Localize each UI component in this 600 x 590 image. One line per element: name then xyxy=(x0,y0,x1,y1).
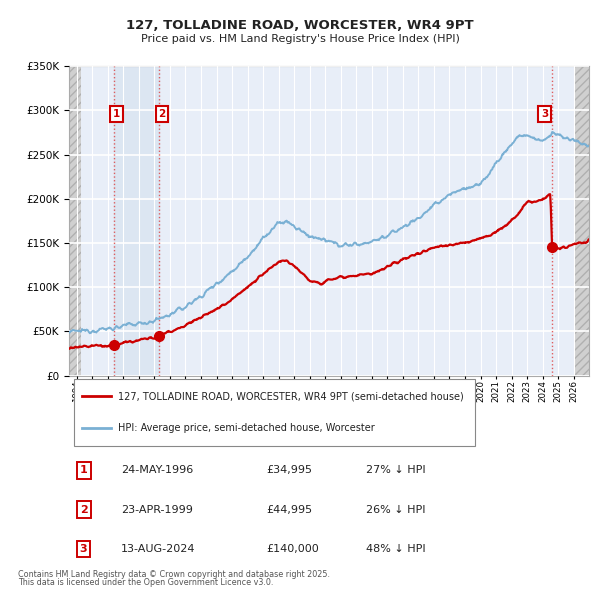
Text: 27% ↓ HPI: 27% ↓ HPI xyxy=(365,466,425,476)
Text: HPI: Average price, semi-detached house, Worcester: HPI: Average price, semi-detached house,… xyxy=(118,424,375,434)
Text: 127, TOLLADINE ROAD, WORCESTER, WR4 9PT (semi-detached house): 127, TOLLADINE ROAD, WORCESTER, WR4 9PT … xyxy=(118,391,464,401)
Text: 1: 1 xyxy=(80,466,88,476)
Text: £44,995: £44,995 xyxy=(266,504,313,514)
Bar xyxy=(114,66,159,376)
Text: £140,000: £140,000 xyxy=(266,544,319,554)
Text: 2: 2 xyxy=(80,504,88,514)
Text: Price paid vs. HM Land Registry's House Price Index (HPI): Price paid vs. HM Land Registry's House … xyxy=(140,34,460,44)
Text: 3: 3 xyxy=(541,109,548,119)
Text: 2: 2 xyxy=(158,109,166,119)
Text: 3: 3 xyxy=(80,544,88,554)
Text: £34,995: £34,995 xyxy=(266,466,313,476)
Text: Contains HM Land Registry data © Crown copyright and database right 2025.: Contains HM Land Registry data © Crown c… xyxy=(18,570,330,579)
Text: 1: 1 xyxy=(113,109,120,119)
FancyBboxPatch shape xyxy=(74,379,475,446)
Bar xyxy=(575,66,589,376)
Text: 127, TOLLADINE ROAD, WORCESTER, WR4 9PT: 127, TOLLADINE ROAD, WORCESTER, WR4 9PT xyxy=(126,19,474,32)
Text: 24-MAY-1996: 24-MAY-1996 xyxy=(121,466,193,476)
Text: 26% ↓ HPI: 26% ↓ HPI xyxy=(365,504,425,514)
Text: This data is licensed under the Open Government Licence v3.0.: This data is licensed under the Open Gov… xyxy=(18,578,274,586)
Bar xyxy=(69,66,82,376)
Text: 48% ↓ HPI: 48% ↓ HPI xyxy=(365,544,425,554)
Text: 23-APR-1999: 23-APR-1999 xyxy=(121,504,193,514)
Text: 13-AUG-2024: 13-AUG-2024 xyxy=(121,544,196,554)
